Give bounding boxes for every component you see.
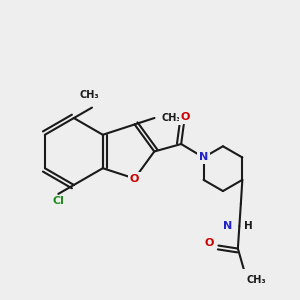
- Text: H: H: [244, 221, 253, 231]
- Text: N: N: [199, 152, 208, 163]
- Text: O: O: [205, 238, 214, 248]
- Text: N: N: [199, 152, 208, 163]
- Text: O: O: [181, 112, 190, 122]
- Text: N: N: [223, 221, 232, 231]
- Text: Cl: Cl: [52, 196, 64, 206]
- Text: O: O: [130, 174, 139, 184]
- Text: CH₃: CH₃: [162, 113, 182, 123]
- Text: CH₃: CH₃: [79, 90, 99, 100]
- Text: CH₃: CH₃: [247, 275, 266, 285]
